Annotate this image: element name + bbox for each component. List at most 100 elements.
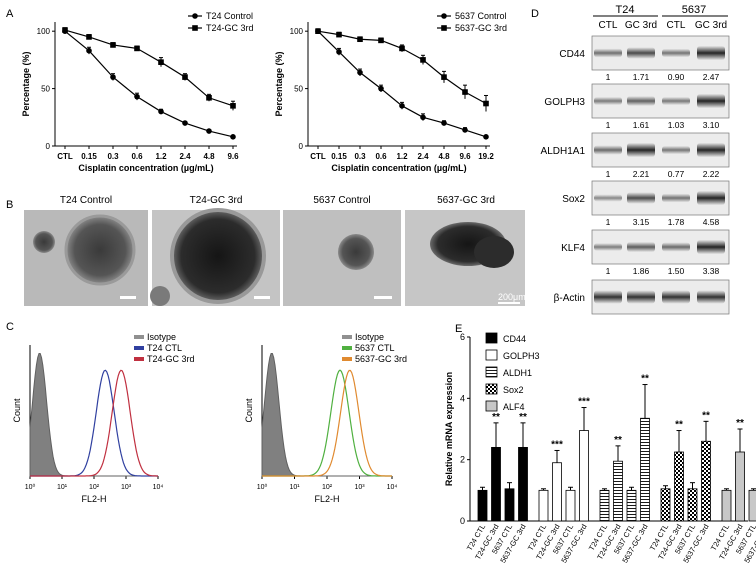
lane-label: CTL — [599, 20, 618, 31]
bar — [640, 417, 650, 522]
x-tick-label: CTL — [310, 152, 326, 161]
legend-label: CD44 — [503, 334, 526, 344]
legend-label: 5637-GC 3rd — [355, 354, 407, 364]
x-tick-label: 10⁴ — [387, 484, 398, 491]
sample-histogram — [262, 369, 392, 477]
x-tick-label: 2.4 — [179, 152, 191, 161]
significance-label: ** — [492, 412, 500, 423]
legend-swatch — [485, 366, 498, 378]
data-point — [158, 59, 164, 65]
legend-label: Sox2 — [503, 385, 524, 395]
panel-a-chart-5637: 0 50 100 CTL 0.15 0.3 0.6 1.2 2.4 4.8 9.6 19.2 Cispl… — [274, 11, 507, 173]
micrograph-t24-control: T24 Control — [24, 195, 148, 306]
blot-band — [697, 240, 725, 254]
quant-value: 1.71 — [633, 72, 650, 82]
bar — [491, 446, 501, 522]
data-point — [86, 34, 92, 40]
panel-d-western-blot: T24 5637 CTL GC 3rd CTL GC 3rd CD44 1 1.71 0.90 2.… — [541, 4, 730, 315]
legend-marker — [441, 25, 447, 31]
x-tick-label: 10³ — [354, 484, 365, 491]
significance-label: ** — [675, 420, 683, 431]
legend-marker — [192, 13, 198, 19]
data-point — [420, 114, 426, 121]
quant-value: 1 — [606, 72, 611, 82]
x-tick-label: 0.6 — [131, 152, 143, 161]
bar — [660, 488, 671, 522]
quant-value: 3.10 — [703, 120, 720, 130]
x-tick-label: 10³ — [121, 484, 132, 491]
legend-marker — [192, 25, 198, 31]
panel-a-letter: A — [6, 8, 14, 20]
y-tick-label: 6 — [460, 332, 465, 342]
micrograph-label-t24-gc3: T24-GC 3rd — [190, 195, 243, 206]
bar — [721, 489, 732, 522]
quant-value: 3.38 — [703, 266, 720, 276]
panel-d-letter: D — [531, 8, 539, 20]
isotype-histogram — [29, 353, 158, 477]
legend-label: 5637 CTL — [355, 343, 395, 353]
micrograph-t24-gc3: T24-GC 3rd — [150, 195, 280, 306]
x-axis-label: Cisplatin concentration (µg/mL) — [331, 163, 466, 173]
blot-band — [594, 194, 622, 202]
legend-label: 5637 Control — [455, 11, 507, 21]
data-point — [62, 27, 68, 33]
quant-value: 1.78 — [668, 217, 685, 227]
y-tick-label: 0 — [299, 142, 304, 151]
x-tick-label: 10² — [322, 484, 333, 491]
blot-band — [627, 47, 655, 59]
series-line — [64, 30, 234, 138]
y-axis-label: Percentage (%) — [21, 51, 31, 116]
legend-swatch — [134, 357, 144, 361]
quant-value: 1 — [606, 266, 611, 276]
x-tick-label: 0.3 — [107, 152, 119, 161]
x-tick-label: 4.8 — [203, 152, 215, 161]
micrograph-5637-gc3: 200μm 5637-GC 3rd — [405, 195, 526, 306]
legend-swatch — [134, 335, 144, 339]
lane-label: GC 3rd — [625, 20, 657, 31]
significance-label: ** — [702, 410, 710, 421]
y-axis-label: Percentage (%) — [274, 51, 284, 116]
scale-bar-label: 200μm — [498, 292, 526, 302]
x-tick-label: 10⁰ — [257, 483, 268, 491]
data-point — [357, 69, 363, 76]
legend-swatch — [342, 357, 352, 361]
data-point — [336, 49, 342, 55]
legend-label: 5637-GC 3rd — [455, 23, 507, 33]
bar — [613, 460, 623, 522]
x-tick-label: 0.3 — [354, 152, 366, 161]
bar — [504, 488, 515, 522]
blot-label: GOLPH3 — [544, 97, 585, 108]
x-tick-label: 10¹ — [57, 484, 68, 491]
micrograph-label-5637-gc3: 5637-GC 3rd — [437, 195, 495, 206]
blot-label: CD44 — [559, 49, 585, 60]
blot-band — [594, 290, 622, 304]
data-point — [110, 74, 116, 80]
data-point — [134, 93, 140, 100]
blot-band — [627, 143, 655, 157]
blot-band — [662, 193, 690, 203]
data-point — [86, 47, 92, 54]
data-point — [206, 94, 212, 101]
bar — [599, 489, 610, 522]
quant-value: 1.86 — [633, 266, 650, 276]
bar — [735, 451, 745, 522]
legend-swatch — [342, 335, 352, 339]
data-point — [336, 31, 342, 38]
x-tick-label: 0.15 — [331, 152, 347, 161]
data-point — [483, 100, 489, 107]
legend-swatch — [342, 346, 352, 350]
blot-band — [594, 97, 622, 105]
blot-label: ALDH1A1 — [541, 146, 586, 157]
quant-value: 1 — [606, 120, 611, 130]
legend-swatch — [485, 332, 498, 344]
legend-label: GOLPH3 — [503, 351, 540, 361]
quant-value: 4.58 — [703, 217, 720, 227]
micrograph-label-5637-control: 5637 Control — [313, 195, 370, 206]
series-line — [317, 30, 487, 105]
x-tick-label: 10¹ — [289, 484, 300, 491]
blot-band — [697, 94, 725, 108]
group-label-t24: T24 — [616, 4, 635, 16]
legend-label: ALF4 — [503, 402, 525, 412]
x-axis-label: Cisplatin concentration (µg/mL) — [78, 163, 213, 173]
